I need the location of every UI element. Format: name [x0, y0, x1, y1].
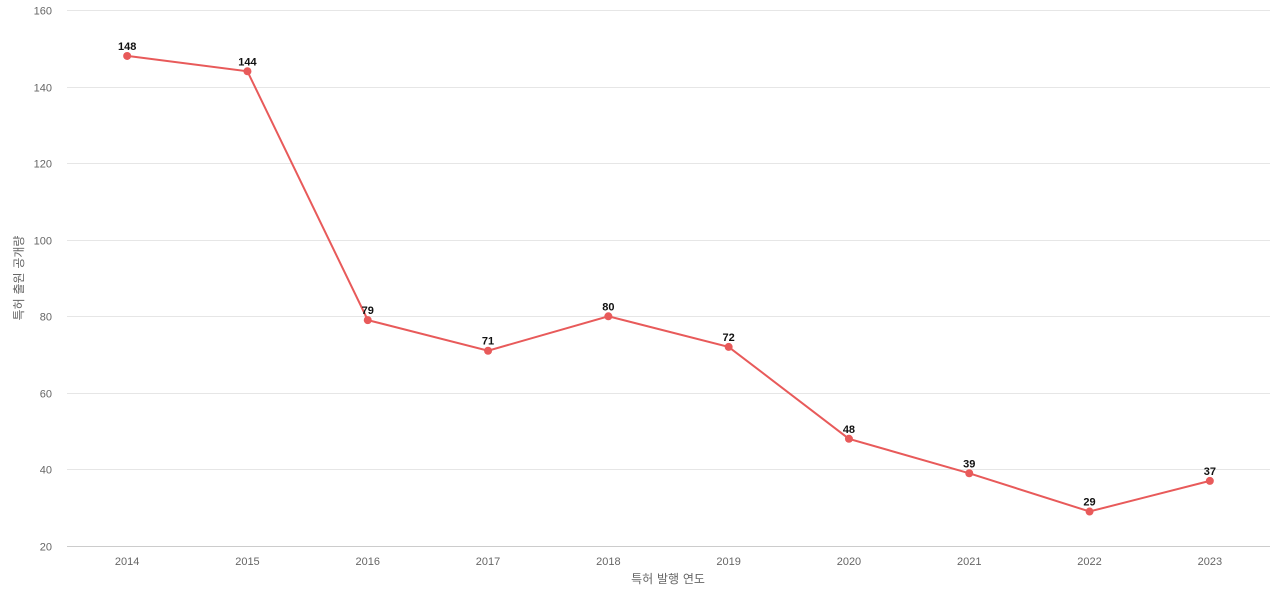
y-tick-labels: 20 40 60 80 100 120 140 160 — [34, 6, 52, 554]
x-tick-label: 2021 — [957, 556, 981, 568]
x-tick-label: 2023 — [1198, 556, 1222, 568]
data-point — [844, 434, 853, 443]
data-label: 79 — [362, 305, 374, 317]
y-axis-title: 특허 출원 공개량 — [12, 236, 26, 321]
data-label: 71 — [482, 336, 494, 348]
x-tick-label: 2018 — [596, 556, 620, 568]
x-tick-label: 2016 — [356, 556, 380, 568]
series-points — [123, 51, 1214, 516]
data-point — [484, 346, 493, 355]
data-label: 148 — [118, 41, 136, 53]
y-tick-label: 120 — [34, 159, 52, 171]
data-labels: 148 144 79 71 80 72 48 39 29 37 — [118, 41, 1216, 509]
data-label: 29 — [1083, 497, 1095, 509]
data-point — [1085, 507, 1094, 516]
y-tick-label: 40 — [40, 465, 52, 477]
data-point — [243, 67, 252, 76]
data-point — [724, 342, 733, 351]
y-tick-label: 140 — [34, 83, 52, 95]
y-tick-label: 160 — [34, 6, 52, 18]
x-tick-label: 2017 — [476, 556, 500, 568]
x-tick-labels: 2014 2015 2016 2017 2018 2019 2020 2021 2022 2023 — [115, 556, 1222, 568]
grid-lines — [67, 10, 1270, 470]
x-tick-label: 2015 — [235, 556, 259, 568]
data-label: 144 — [238, 56, 257, 68]
data-label: 72 — [723, 332, 735, 344]
x-axis-title: 특허 발행 연도 — [631, 571, 705, 586]
y-tick-label: 20 — [40, 542, 52, 554]
x-tick-label: 2019 — [716, 556, 740, 568]
data-label: 39 — [963, 458, 975, 470]
x-tick-label: 2014 — [115, 556, 139, 568]
data-point — [604, 312, 613, 321]
data-point — [123, 51, 132, 60]
data-label: 80 — [602, 301, 614, 313]
y-tick-label: 80 — [40, 312, 52, 324]
data-label: 37 — [1204, 466, 1216, 478]
data-point — [1205, 476, 1214, 485]
series-line — [127, 54, 1211, 513]
y-tick-label: 100 — [34, 236, 52, 248]
data-point — [363, 316, 372, 325]
data-label: 48 — [843, 424, 855, 436]
y-tick-label: 60 — [40, 389, 52, 401]
x-tick-label: 2022 — [1077, 556, 1101, 568]
data-point — [965, 469, 974, 478]
x-tick-label: 2020 — [837, 556, 861, 568]
